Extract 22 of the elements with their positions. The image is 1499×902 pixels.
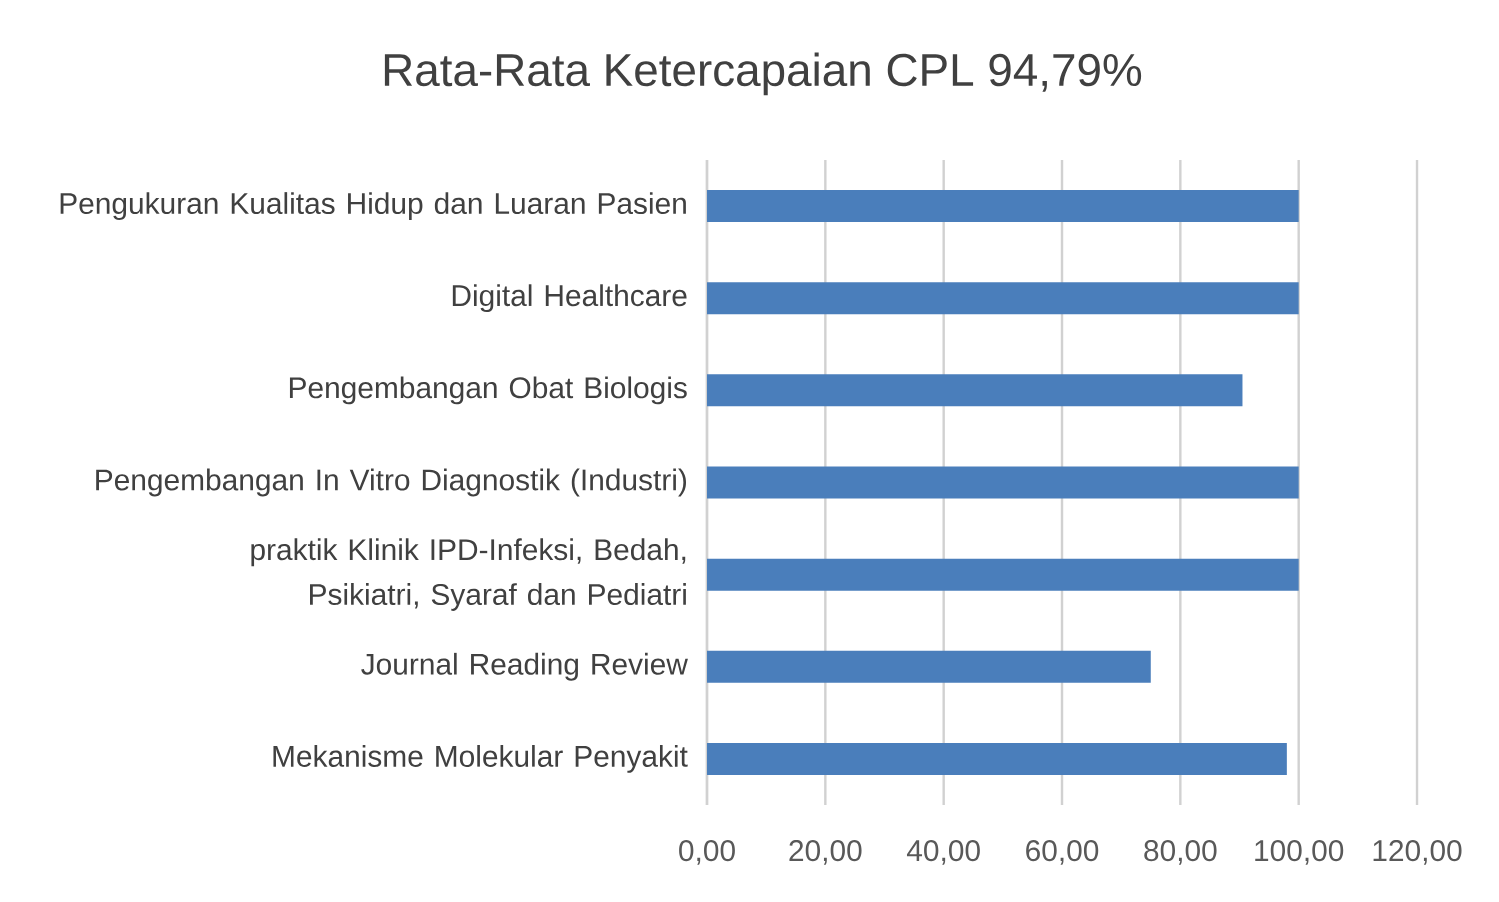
bar [707,282,1299,315]
x-tick-label: 100,00 [1255,840,1344,865]
y-tick-label: Journal Reading Review [361,652,688,681]
x-tick-label: 20,00 [789,840,862,865]
chart-title: Rata-Rata Ketercapaian CPL 94,79% [384,52,1142,96]
x-tick-label: 60,00 [1026,840,1099,865]
x-tick-label: 120,00 [1373,840,1462,865]
y-tick-label: praktik Klinik IPD-Infeksi, Bedah, Psikiatri, Syaraf dan Pediatri [251,538,686,611]
bar [707,374,1243,407]
x-tick-label: 0,00 [679,840,735,865]
x-tick-label: 40,00 [906,840,980,865]
y-tick-label: Pengembangan Obat Biologis [289,376,687,405]
bar [707,466,1299,499]
y-tick-label: Pengembangan In Vitro Diagnostik (Industri) [96,468,687,497]
x-tick-label: 80,00 [1144,840,1217,865]
bar [707,190,1299,223]
bar [707,650,1151,683]
y-tick-label: Pengukuran Kualitas Hidup dan Luaran Pasien [60,192,686,220]
bar [707,742,1287,775]
bar [707,558,1299,591]
y-tick-label: Mekanisme Molekular Penyakit [273,744,688,773]
y-tick-label: Digital Healthcare [452,284,687,313]
